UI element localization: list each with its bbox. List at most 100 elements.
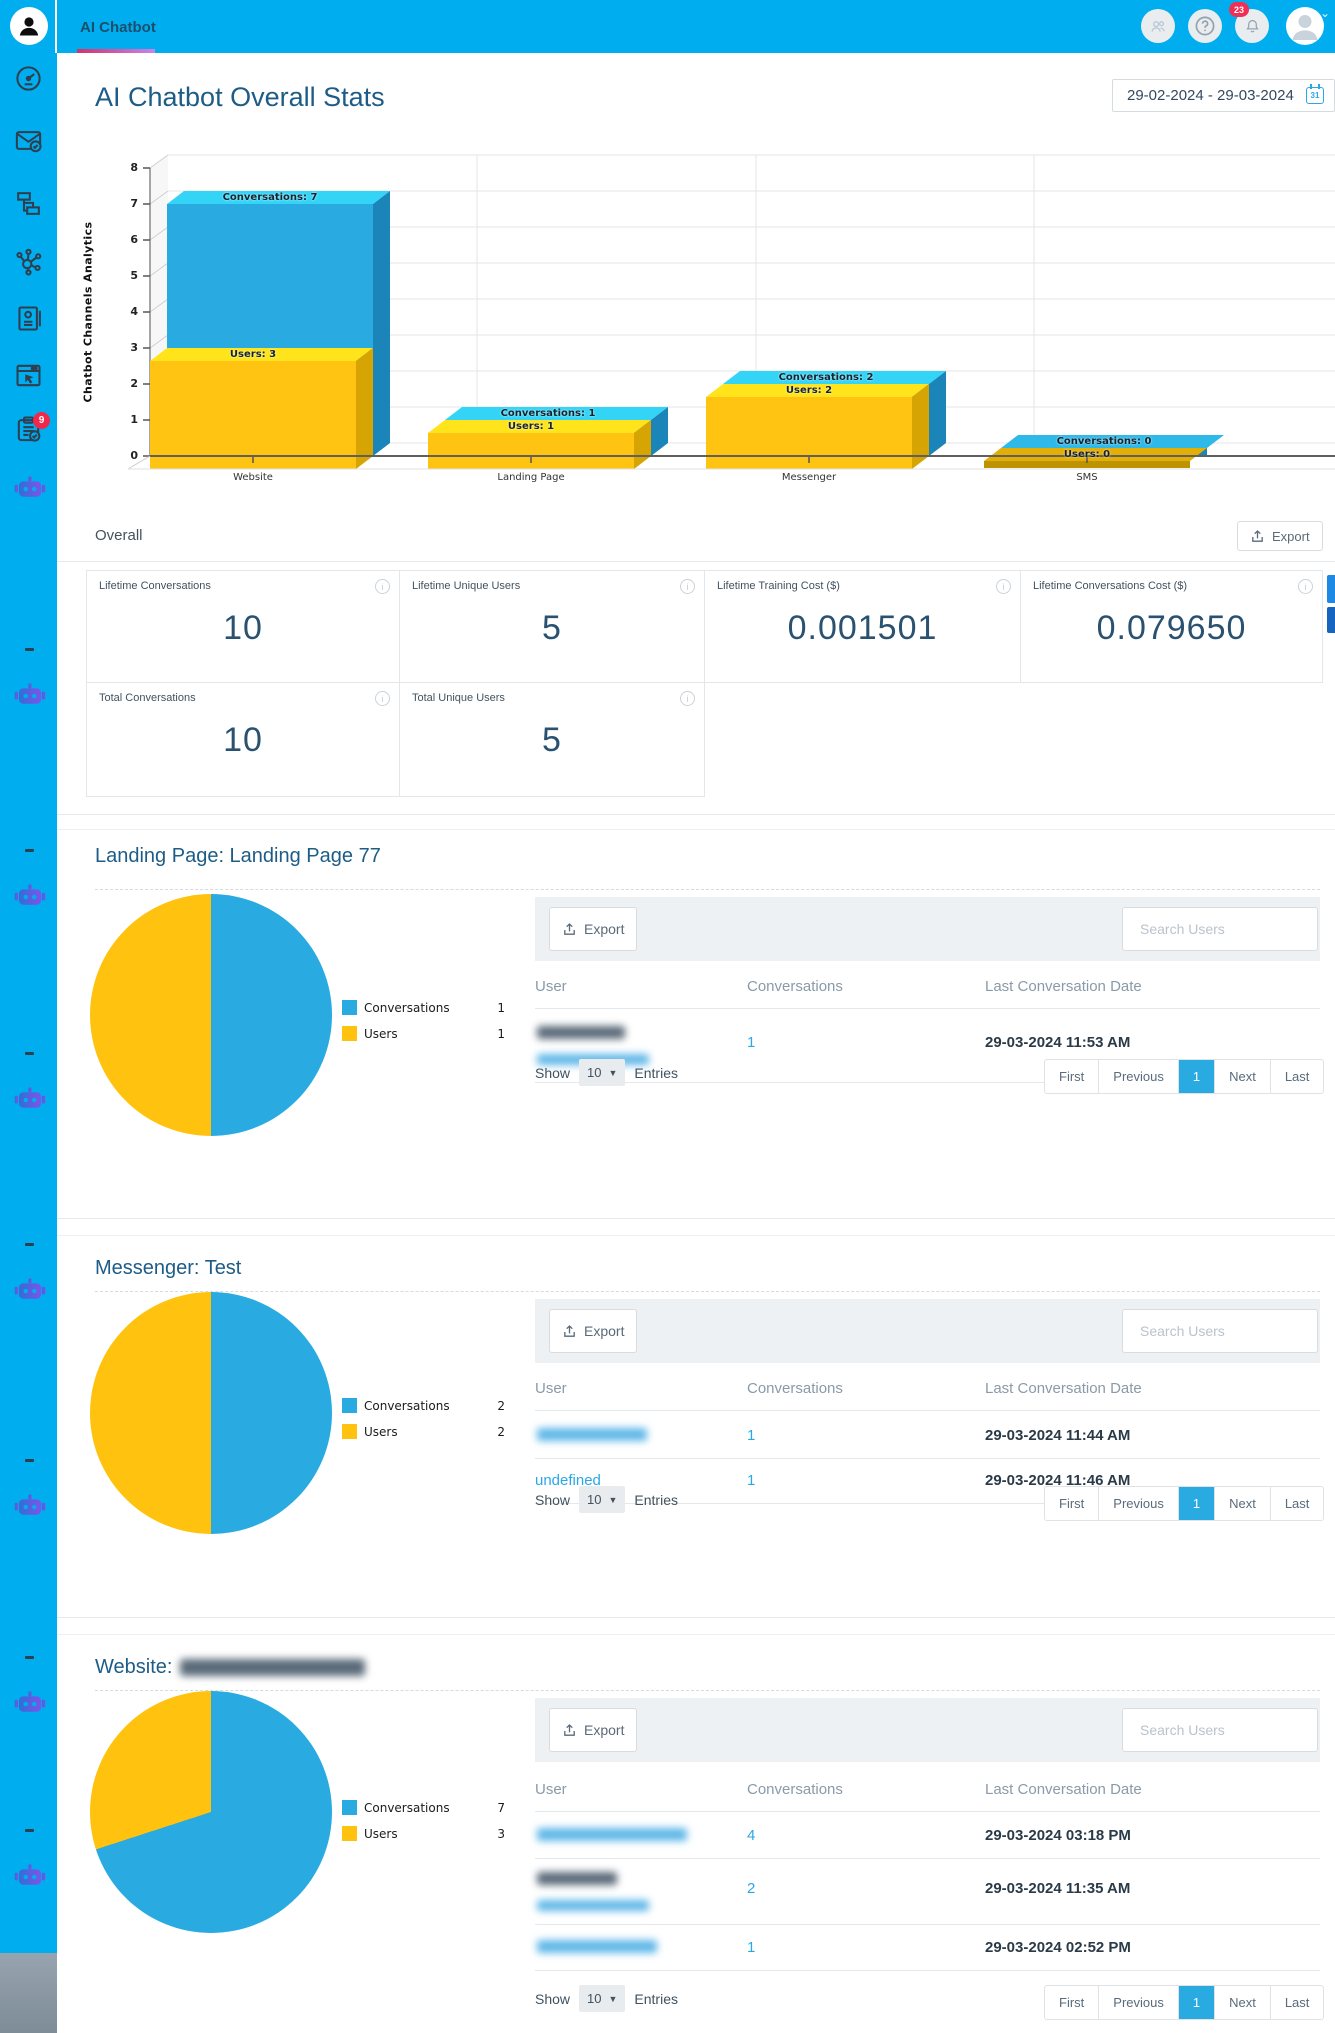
sidebar-item-chatbot-8[interactable] [13, 1860, 46, 1891]
sidebar-item-chatbot-2[interactable] [13, 679, 46, 710]
help-button[interactable] [1188, 9, 1222, 43]
x-category-label: Landing Page [497, 472, 565, 483]
page-last[interactable]: Last [1269, 1487, 1324, 1520]
conversations-link[interactable]: 1 [747, 1034, 756, 1051]
sidebar-item-dashboard[interactable] [13, 63, 44, 94]
info-icon[interactable]: i [996, 579, 1011, 594]
conversations-link[interactable]: 1 [747, 1472, 756, 1489]
redacted-user-name [537, 1872, 617, 1885]
floating-widget[interactable] [1327, 575, 1335, 603]
redacted-user-link[interactable] [537, 1940, 657, 1953]
page-size-select[interactable]: 10 ▼ [579, 1486, 626, 1513]
col-user[interactable]: User [535, 1380, 567, 1397]
sidebar-item-chatbot-6[interactable] [13, 1490, 46, 1521]
search-input[interactable] [1140, 1323, 1321, 1339]
col-conversations[interactable]: Conversations [747, 978, 843, 995]
page-previous[interactable]: Previous [1098, 1060, 1178, 1093]
conversations-link[interactable]: 1 [747, 1427, 756, 1444]
col-user[interactable]: User [535, 978, 567, 995]
page-previous[interactable]: Previous [1098, 1487, 1178, 1520]
divider [57, 814, 1335, 815]
info-icon[interactable]: i [1298, 579, 1313, 594]
messenger-export-button[interactable]: Export [549, 1309, 638, 1353]
legend-label: Conversations [364, 1801, 450, 1815]
conversations-link[interactable]: 4 [747, 1827, 756, 1844]
page-size-select[interactable]: 10 ▼ [579, 1059, 626, 1086]
conversations-link[interactable]: 2 [747, 1880, 756, 1897]
col-user[interactable]: User [535, 1781, 567, 1798]
sidebar-item-chatbot-5[interactable] [13, 1274, 46, 1305]
page-last[interactable]: Last [1269, 1986, 1324, 2019]
page-last[interactable]: Last [1269, 1060, 1324, 1093]
page-current[interactable]: 1 [1177, 1060, 1215, 1093]
date-range-picker[interactable]: 29-02-2024 - 29-03-2024 31 [1112, 79, 1335, 112]
clipboard-icon [17, 416, 41, 442]
page-next[interactable]: Next [1214, 1986, 1270, 2019]
x-category-label: Website [233, 472, 273, 483]
messenger-search[interactable] [1122, 1309, 1321, 1353]
info-icon[interactable]: i [375, 579, 390, 594]
page-current[interactable]: 1 [1177, 1487, 1215, 1520]
user-link[interactable]: undefined [535, 1472, 601, 1489]
info-icon[interactable]: i [375, 691, 390, 706]
sidebar-item-appointments[interactable] [13, 413, 44, 444]
active-tab-label[interactable]: AI Chatbot [80, 19, 156, 36]
search-input[interactable] [1140, 1722, 1321, 1738]
legend-swatch-users [342, 1826, 357, 1841]
sidebar-item-chatbot-4[interactable] [13, 1083, 46, 1114]
page-first[interactable]: First [1059, 1496, 1085, 1511]
page-previous[interactable]: Previous [1098, 1986, 1178, 2019]
sidebar-item-flows[interactable] [13, 188, 44, 219]
landing-export-button[interactable]: Export [549, 907, 638, 951]
col-last-date[interactable]: Last Conversation Date [985, 1781, 1142, 1798]
conversations-link[interactable]: 1 [747, 1939, 756, 1956]
last-conversation-date: 29-03-2024 03:18 PM [985, 1827, 1131, 1844]
search-input[interactable] [1140, 921, 1321, 937]
col-last-date[interactable]: Last Conversation Date [985, 1380, 1142, 1397]
redacted-user-link[interactable] [537, 1828, 687, 1841]
page-size-select[interactable]: 10 ▼ [579, 1985, 626, 2012]
info-icon[interactable]: i [680, 579, 695, 594]
page-current[interactable]: 1 [1177, 1986, 1215, 2019]
sidebar-dash [25, 849, 34, 852]
sidebar-item-chatbot-7[interactable] [13, 1687, 46, 1718]
col-conversations[interactable]: Conversations [747, 1781, 843, 1798]
chevron-down-icon[interactable]: ⌄ [1320, 6, 1331, 20]
sidebar-dash [25, 648, 34, 651]
floating-widget[interactable] [1327, 607, 1335, 633]
y-tick: 1 [130, 413, 138, 426]
landing-search[interactable] [1122, 907, 1321, 951]
page-first[interactable]: First [1059, 1995, 1085, 2010]
redacted-user-email[interactable] [537, 1900, 649, 1911]
last-conversation-date: 29-03-2024 11:46 AM [985, 1472, 1131, 1489]
export-icon [564, 1324, 575, 1337]
robot-icon [14, 1864, 46, 1885]
bar-label: Users: 3 [229, 349, 277, 360]
website-search[interactable] [1122, 1708, 1321, 1752]
sidebar-item-ai-chatbot[interactable] [13, 472, 46, 503]
stat-value: 5 [542, 609, 562, 647]
sidebar-user-avatar[interactable] [10, 7, 48, 45]
sidebar-item-email[interactable] [13, 125, 44, 156]
info-icon[interactable]: i [680, 691, 695, 706]
page-first[interactable]: First [1059, 1069, 1085, 1084]
page-next[interactable]: Next [1214, 1487, 1270, 1520]
sidebar-item-website-widget[interactable] [13, 360, 44, 391]
stat-card: Total Conversations i 10 [86, 682, 400, 797]
sidebar-item-integrations[interactable] [13, 246, 44, 277]
stat-value: 10 [223, 609, 263, 647]
export-icon [1252, 529, 1263, 542]
overall-export-button[interactable]: Export [1237, 521, 1323, 551]
redacted-user-link[interactable] [537, 1428, 647, 1441]
col-conversations[interactable]: Conversations [747, 1380, 843, 1397]
sidebar-item-contacts[interactable] [13, 303, 44, 334]
y-tick: 8 [130, 161, 138, 174]
profile-avatar[interactable] [1286, 7, 1324, 45]
col-last-date[interactable]: Last Conversation Date [985, 978, 1142, 995]
bar-label: Users: 0 [1063, 449, 1111, 460]
legend-value: 1 [497, 1027, 505, 1041]
website-export-button[interactable]: Export [549, 1708, 638, 1752]
page-next[interactable]: Next [1214, 1060, 1270, 1093]
members-button[interactable] [1141, 9, 1175, 43]
sidebar-item-chatbot-3[interactable] [13, 880, 46, 911]
